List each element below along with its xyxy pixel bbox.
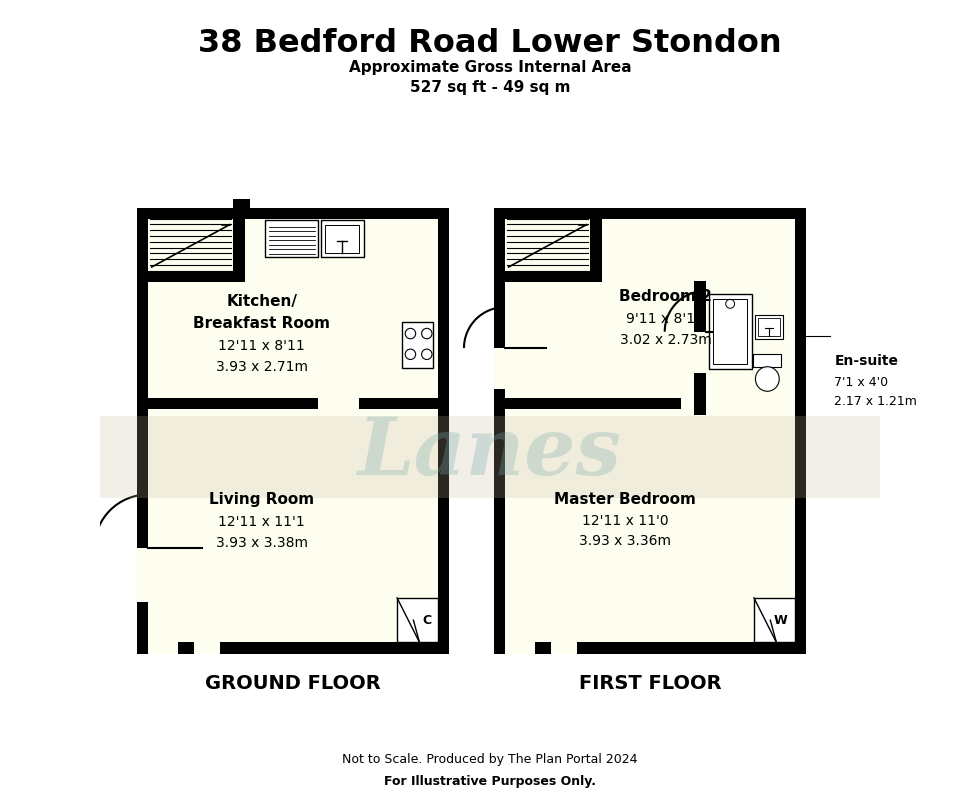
Text: FIRST FLOOR: FIRST FLOOR: [578, 674, 721, 693]
Bar: [494, 207, 505, 654]
Bar: [706, 286, 795, 404]
Bar: [494, 348, 505, 389]
Bar: [137, 207, 449, 218]
Bar: [505, 642, 535, 654]
Bar: [148, 218, 438, 642]
Text: En-suite: En-suite: [834, 354, 899, 368]
Bar: [220, 642, 407, 654]
Bar: [325, 225, 360, 253]
Bar: [494, 207, 806, 218]
Bar: [695, 281, 706, 415]
Ellipse shape: [756, 366, 779, 391]
Text: 7'1 x 4'0: 7'1 x 4'0: [834, 376, 889, 389]
Bar: [181, 642, 204, 654]
Text: Bedroom 2: Bedroom 2: [619, 290, 711, 304]
Bar: [318, 398, 359, 410]
Text: Living Room: Living Room: [209, 492, 315, 507]
Bar: [709, 294, 752, 369]
Bar: [194, 642, 221, 654]
Bar: [148, 642, 177, 654]
Text: 38 Bedford Road Lower Stondon: 38 Bedford Road Lower Stondon: [198, 28, 782, 59]
Bar: [758, 318, 780, 336]
Bar: [505, 218, 590, 270]
Text: 3.93 x 3.38m: 3.93 x 3.38m: [216, 536, 308, 550]
Text: 2.17 x 1.21m: 2.17 x 1.21m: [834, 395, 917, 408]
Bar: [438, 207, 449, 654]
Text: 12'11 x 11'0: 12'11 x 11'0: [581, 514, 668, 527]
Text: 3.02 x 2.73m: 3.02 x 2.73m: [619, 333, 711, 347]
Bar: [754, 354, 781, 366]
Bar: [137, 207, 148, 654]
Text: W: W: [773, 614, 787, 626]
Text: 3.93 x 2.71m: 3.93 x 2.71m: [216, 360, 308, 374]
Text: Lanes: Lanes: [358, 414, 622, 492]
Bar: [755, 315, 783, 338]
Bar: [795, 207, 806, 654]
Bar: [265, 220, 318, 258]
Text: 527 sq ft - 49 sq m: 527 sq ft - 49 sq m: [410, 80, 570, 95]
Bar: [137, 548, 148, 602]
Bar: [359, 398, 449, 410]
Text: For Illustrative Purposes Only.: For Illustrative Purposes Only.: [384, 775, 596, 788]
Bar: [137, 398, 318, 410]
Bar: [100, 416, 880, 498]
Bar: [137, 642, 449, 654]
Text: Breakfast Room: Breakfast Room: [193, 316, 330, 331]
Bar: [590, 218, 602, 282]
Bar: [535, 642, 551, 654]
Bar: [505, 218, 795, 642]
Text: Kitchen/: Kitchen/: [226, 294, 297, 309]
Bar: [233, 218, 245, 282]
Text: 9'11 x 8'11: 9'11 x 8'11: [626, 312, 705, 326]
Text: 12'11 x 8'11: 12'11 x 8'11: [219, 339, 305, 353]
Text: 12'11 x 11'1: 12'11 x 11'1: [219, 515, 305, 529]
Bar: [551, 642, 577, 654]
Bar: [177, 642, 194, 654]
Text: Not to Scale. Produced by The Plan Portal 2024: Not to Scale. Produced by The Plan Porta…: [342, 753, 638, 766]
Bar: [713, 298, 748, 364]
Bar: [577, 642, 763, 654]
Text: Approximate Gross Internal Area: Approximate Gross Internal Area: [349, 60, 631, 75]
Bar: [505, 270, 602, 282]
Text: C: C: [422, 614, 431, 626]
Bar: [233, 198, 250, 218]
Text: GROUND FLOOR: GROUND FLOOR: [205, 674, 381, 693]
Bar: [494, 642, 806, 654]
Bar: [695, 332, 706, 373]
Bar: [397, 598, 438, 642]
Bar: [320, 220, 364, 258]
Bar: [494, 398, 681, 410]
Bar: [148, 218, 233, 270]
Bar: [148, 270, 245, 282]
Bar: [402, 322, 433, 368]
Text: 3.93 x 3.36m: 3.93 x 3.36m: [579, 534, 671, 548]
Text: Master Bedroom: Master Bedroom: [554, 492, 696, 507]
Bar: [754, 598, 795, 642]
